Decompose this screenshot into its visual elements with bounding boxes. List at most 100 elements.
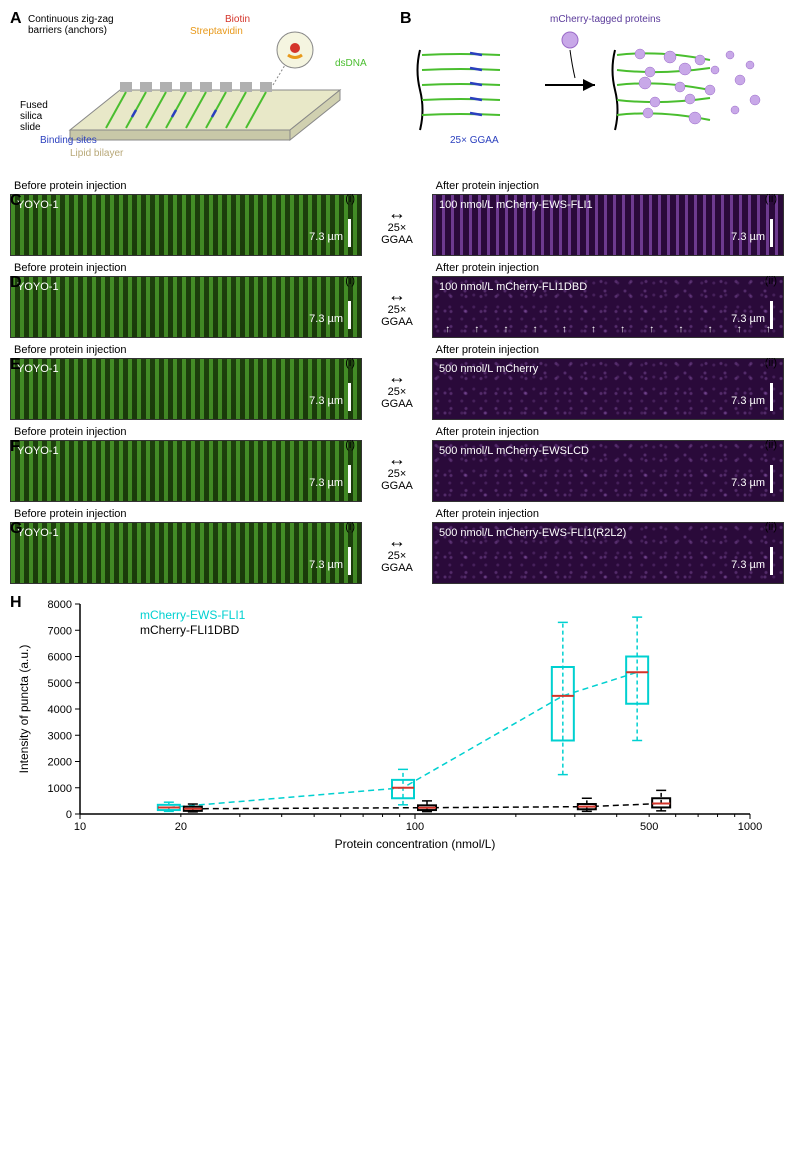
ggaa-connector: ↔ 25×GGAA bbox=[362, 450, 432, 492]
protein-panel: (ii) 500 nmol/L mCherry-EWS-FLI1(R2L2) 7… bbox=[432, 522, 784, 584]
yoyo-panel: (i) YOYO-1 7.3 µm bbox=[10, 358, 362, 420]
after-header: After protein injection bbox=[432, 426, 784, 438]
svg-text:Protein concentration (nmol/L): Protein concentration (nmol/L) bbox=[335, 837, 496, 851]
yoyo-text: YOYO-1 bbox=[17, 363, 59, 375]
svg-text:mCherry-FLI1DBD: mCherry-FLI1DBD bbox=[140, 623, 240, 637]
roman-i: (i) bbox=[345, 357, 355, 369]
biotin-label: Biotin bbox=[225, 14, 250, 25]
row-label: E bbox=[10, 356, 21, 374]
yoyo-panel: (i) YOYO-1 7.3 µm bbox=[10, 522, 362, 584]
image-row-e: E (i) YOYO-1 7.3 µm ↔ 25×GGAA (ii) 500 n… bbox=[10, 358, 784, 420]
panel-h-label: H bbox=[10, 594, 22, 612]
ggaa-text: 25×GGAA bbox=[362, 222, 432, 246]
row-label: G bbox=[10, 520, 22, 538]
puncta-arrows: ↑↑↑↑↑↑↑↑↑↑↑↑ bbox=[433, 324, 783, 335]
protein-text: 500 nmol/L mCherry-EWSLCD bbox=[439, 445, 589, 457]
row-label: F bbox=[10, 438, 20, 456]
before-header: Before protein injection bbox=[10, 344, 362, 356]
lipid-label: Lipid bilayer bbox=[70, 148, 123, 159]
scale-text-left: 7.3 µm bbox=[309, 395, 343, 407]
scale-text-left: 7.3 µm bbox=[309, 313, 343, 325]
svg-text:mCherry-EWS-FLI1: mCherry-EWS-FLI1 bbox=[140, 608, 246, 622]
roman-i: (i) bbox=[345, 275, 355, 287]
svg-text:3000: 3000 bbox=[48, 730, 72, 742]
ggaa-connector: ↔ 25×GGAA bbox=[362, 204, 432, 246]
scale-text-right: 7.3 µm bbox=[731, 477, 765, 489]
roman-ii: (ii) bbox=[765, 275, 777, 287]
protein-panel: (ii) 100 nmol/L mCherry-EWS-FLI1 7.3 µm bbox=[432, 194, 784, 256]
protein-panel: (ii) 500 nmol/L mCherry 7.3 µm bbox=[432, 358, 784, 420]
zigzag-label: Continuous zig-zag barriers (anchors) bbox=[28, 14, 138, 36]
yoyo-text: YOYO-1 bbox=[17, 281, 59, 293]
protein-text: 500 nmol/L mCherry bbox=[439, 363, 538, 375]
after-header: After protein injection bbox=[432, 180, 784, 192]
scale-bar-right bbox=[770, 383, 773, 411]
scale-bar-left bbox=[348, 547, 351, 575]
scale-bar-left bbox=[348, 383, 351, 411]
binding-label: Binding sites bbox=[40, 135, 97, 146]
yoyo-text: YOYO-1 bbox=[17, 199, 59, 211]
scale-text-left: 7.3 µm bbox=[309, 231, 343, 243]
roman-i: (i) bbox=[345, 439, 355, 451]
biotin-icon bbox=[290, 43, 300, 53]
ggaa-text: 25×GGAA bbox=[362, 468, 432, 492]
svg-text:0: 0 bbox=[66, 809, 72, 821]
protein-text: 100 nmol/L mCherry-EWS-FLI1 bbox=[439, 199, 593, 211]
yoyo-text: YOYO-1 bbox=[17, 527, 59, 539]
svg-text:8000: 8000 bbox=[48, 599, 72, 611]
scale-bar-right bbox=[770, 219, 773, 247]
svg-text:7000: 7000 bbox=[48, 625, 72, 637]
ggaa-text: 25×GGAA bbox=[362, 304, 432, 328]
image-row-g: G (i) YOYO-1 7.3 µm ↔ 25×GGAA (ii) 500 n… bbox=[10, 522, 784, 584]
protein-text: 500 nmol/L mCherry-EWS-FLI1(R2L2) bbox=[439, 527, 626, 539]
scale-bar-left bbox=[348, 219, 351, 247]
mcherry-label: mCherry-tagged proteins bbox=[550, 14, 661, 25]
svg-text:2000: 2000 bbox=[48, 757, 72, 769]
roman-i: (i) bbox=[345, 521, 355, 533]
ggaa-text: 25×GGAA bbox=[362, 550, 432, 574]
svg-text:1000: 1000 bbox=[738, 821, 762, 833]
svg-text:500: 500 bbox=[640, 821, 658, 833]
scale-text-right: 7.3 µm bbox=[731, 559, 765, 571]
roman-i: (i) bbox=[345, 193, 355, 205]
boxplot-svg: 0100020003000400050006000700080001010010… bbox=[10, 594, 770, 854]
panel-b-diagram: B bbox=[400, 10, 780, 170]
mcherry-sphere bbox=[562, 32, 578, 48]
scale-bar-left bbox=[348, 465, 351, 493]
panel-h-chart: H 01000200030004000500060007000800010100… bbox=[10, 594, 770, 854]
before-header: Before protein injection bbox=[10, 180, 362, 192]
dna-left-group bbox=[418, 50, 501, 130]
scale-text-left: 7.3 µm bbox=[309, 477, 343, 489]
ggaa-connector: ↔ 25×GGAA bbox=[362, 532, 432, 574]
yoyo-text: YOYO-1 bbox=[17, 445, 59, 457]
ggaa-connector: ↔ 25×GGAA bbox=[362, 286, 432, 328]
row-label: D bbox=[10, 274, 22, 292]
svg-text:4000: 4000 bbox=[48, 704, 72, 716]
ggaa-text: 25×GGAA bbox=[362, 386, 432, 410]
scale-text-right: 7.3 µm bbox=[731, 231, 765, 243]
svg-text:6000: 6000 bbox=[48, 652, 72, 664]
yoyo-panel: (i) YOYO-1 7.3 µm bbox=[10, 276, 362, 338]
scale-bar-right bbox=[770, 547, 773, 575]
scale-text-right: 7.3 µm bbox=[731, 395, 765, 407]
image-row-d: D (i) YOYO-1 7.3 µm ↔ 25×GGAA ↑↑↑↑↑↑↑↑↑↑… bbox=[10, 276, 784, 338]
svg-text:10: 10 bbox=[74, 821, 86, 833]
dna-right-group bbox=[613, 49, 761, 130]
after-header: After protein injection bbox=[432, 262, 784, 274]
roman-ii: (ii) bbox=[765, 193, 777, 205]
svg-text:Intensity of puncta (a.u.): Intensity of puncta (a.u.) bbox=[17, 645, 31, 774]
ggaa-label-b: 25× GGAA bbox=[450, 135, 499, 146]
panel-a-label: A bbox=[10, 10, 22, 28]
before-header: Before protein injection bbox=[10, 262, 362, 274]
svg-text:100: 100 bbox=[406, 821, 424, 833]
panel-a-diagram: A bbox=[10, 10, 390, 170]
image-row-f: F (i) YOYO-1 7.3 µm ↔ 25×GGAA (ii) 500 n… bbox=[10, 440, 784, 502]
before-header: Before protein injection bbox=[10, 508, 362, 520]
scale-text-left: 7.3 µm bbox=[309, 559, 343, 571]
dsdna-label: dsDNA bbox=[335, 58, 367, 69]
after-header: After protein injection bbox=[432, 508, 784, 520]
panel-b-label: B bbox=[400, 10, 412, 28]
image-row-c: C (i) YOYO-1 7.3 µm ↔ 25×GGAA (ii) 100 n… bbox=[10, 194, 784, 256]
scale-bar-left bbox=[348, 301, 351, 329]
scale-bar-right bbox=[770, 465, 773, 493]
